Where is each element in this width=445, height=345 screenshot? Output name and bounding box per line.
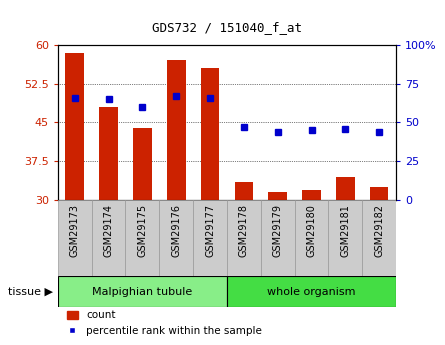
Bar: [227, 276, 396, 307]
Bar: [370, 187, 388, 200]
Text: whole organism: whole organism: [267, 287, 356, 296]
Bar: [295, 200, 328, 276]
Bar: [58, 200, 92, 276]
Bar: [261, 200, 295, 276]
Text: GSM29182: GSM29182: [374, 204, 384, 257]
Text: GSM29176: GSM29176: [171, 204, 181, 257]
Bar: [159, 200, 193, 276]
Bar: [201, 68, 219, 200]
Bar: [65, 52, 84, 200]
Text: GDS732 / 151040_f_at: GDS732 / 151040_f_at: [152, 21, 302, 34]
Bar: [235, 182, 253, 200]
Bar: [362, 200, 396, 276]
Bar: [268, 193, 287, 200]
Bar: [125, 200, 159, 276]
Text: Malpighian tubule: Malpighian tubule: [92, 287, 193, 296]
Bar: [92, 200, 125, 276]
Text: tissue ▶: tissue ▶: [8, 287, 53, 296]
Legend: count, percentile rank within the sample: count, percentile rank within the sample: [63, 306, 266, 340]
Text: GSM29181: GSM29181: [340, 204, 350, 257]
Bar: [133, 128, 152, 200]
Text: GSM29179: GSM29179: [273, 204, 283, 257]
Bar: [193, 200, 227, 276]
Text: GSM29178: GSM29178: [239, 204, 249, 257]
Text: GSM29175: GSM29175: [138, 204, 147, 257]
Text: GSM29180: GSM29180: [307, 204, 316, 257]
Bar: [99, 107, 118, 200]
Bar: [167, 60, 186, 200]
Bar: [328, 200, 362, 276]
Text: GSM29173: GSM29173: [70, 204, 80, 257]
Bar: [227, 200, 261, 276]
Bar: [58, 276, 227, 307]
Bar: [302, 190, 321, 200]
Text: GSM29177: GSM29177: [205, 204, 215, 257]
Bar: [336, 177, 355, 200]
Text: GSM29174: GSM29174: [104, 204, 113, 257]
